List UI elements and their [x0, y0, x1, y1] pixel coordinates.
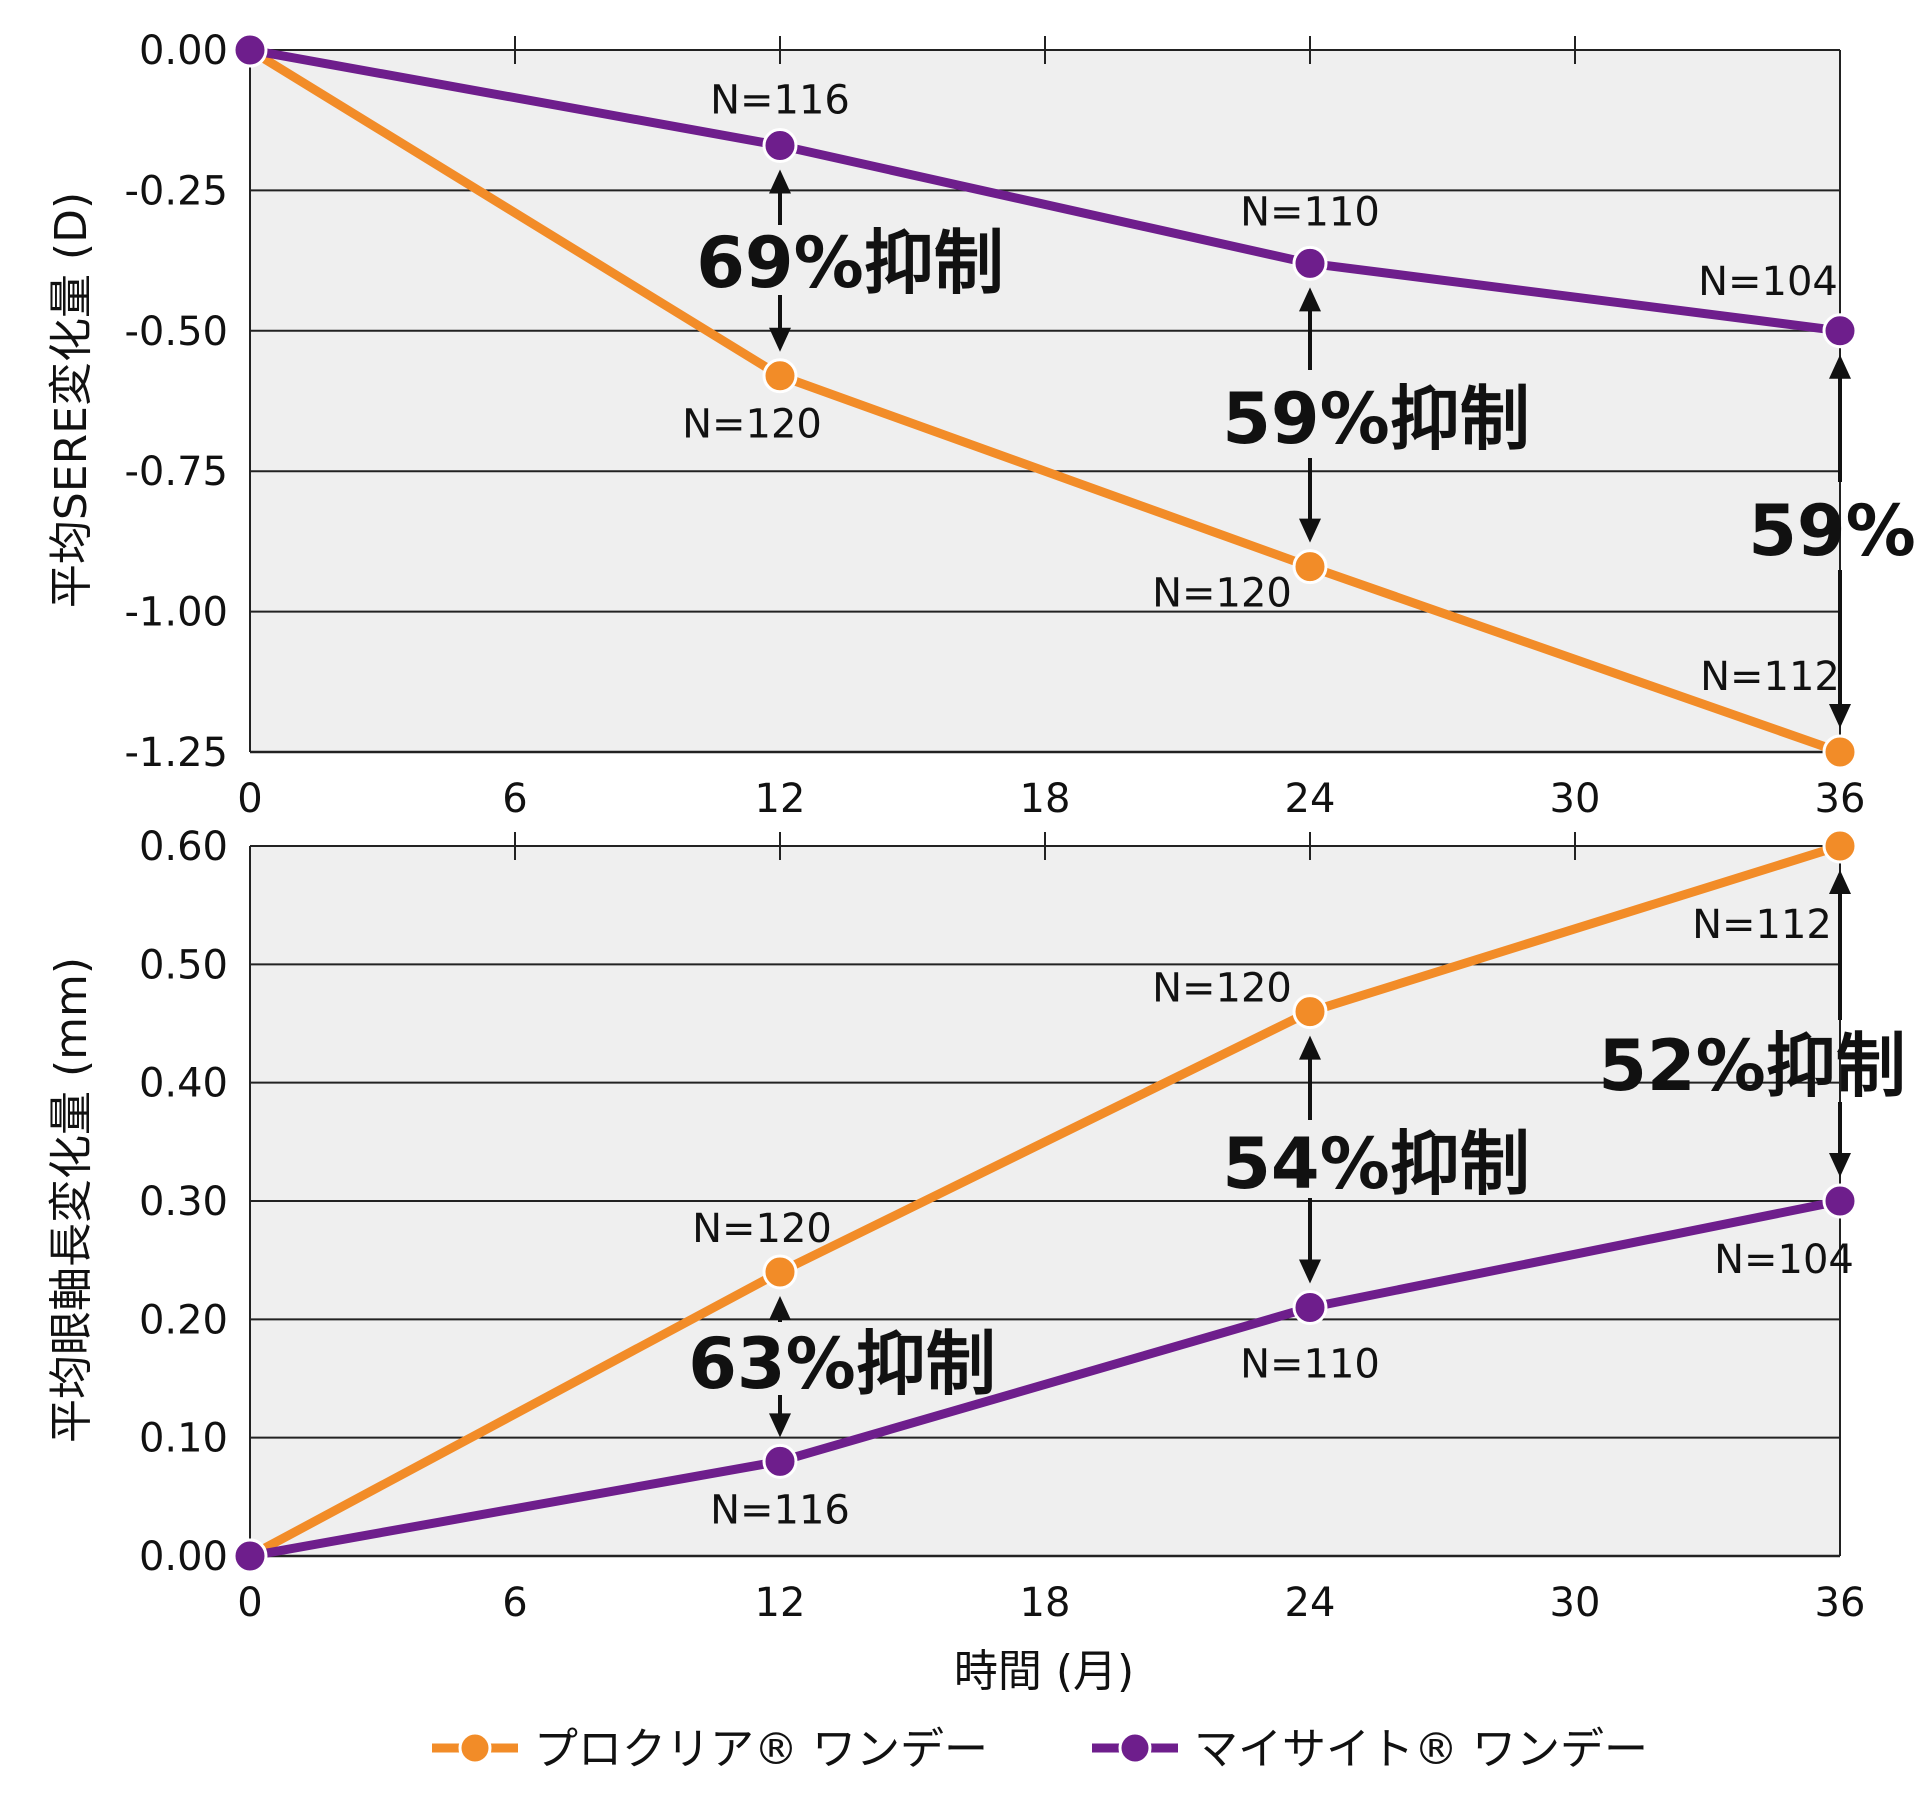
- legend-swatch-procriar-marker: [458, 1731, 492, 1765]
- sere-y-tick-label: -0.50: [125, 309, 229, 355]
- sere-y-axis-title: 平均SERE変化量 (D): [46, 192, 97, 608]
- sere-point-procriar: [762, 358, 798, 394]
- arrow-head-down: [1299, 518, 1321, 543]
- sere-reduction-annotation: 59%抑制: [1222, 287, 1530, 543]
- axial-n-label-misight: N=110: [1240, 1342, 1380, 1388]
- axial-point-procriar: [762, 1254, 798, 1290]
- arrow-head-down: [1829, 704, 1851, 728]
- sere-point-procriar: [1822, 734, 1858, 770]
- axial-point-misight: [1292, 1290, 1328, 1325]
- axial-series-line-misight: [245, 1196, 1845, 1561]
- arrow-head-up: [769, 1296, 791, 1320]
- axial-y-tick-label: 0.00: [139, 1534, 228, 1580]
- axial-x-tick-label: 30: [1550, 1580, 1601, 1626]
- axial-x-tick-label: 18: [1020, 1580, 1071, 1626]
- axial-point-misight: [1822, 1183, 1858, 1219]
- arrow-head-up: [769, 169, 791, 194]
- sere-change-chart: 0.00 -0.25 -0.50 -0.75 -1.00 -1.250 6 12 18 24 30 3…: [46, 28, 1916, 822]
- sere-point-misight: [762, 127, 798, 163]
- reduction-label: 52%抑制: [1598, 1025, 1906, 1107]
- axial-n-label-procriar: N=112: [1692, 902, 1832, 948]
- axial-y-tick-label: 0.20: [139, 1297, 228, 1343]
- axial-n-label-procriar: N=120: [692, 1206, 832, 1252]
- axial-point-misight: [762, 1443, 798, 1479]
- arrow-head-down: [1829, 1153, 1851, 1177]
- reduction-label: 63%抑制: [688, 1323, 996, 1405]
- axial-y-tick-label: 0.40: [139, 1061, 228, 1107]
- axial-series-line-procriar: [245, 841, 1845, 1561]
- axial-n-label-procriar: N=120: [1152, 966, 1292, 1012]
- sere-n-label-misight: N=104: [1698, 259, 1838, 305]
- sere-y-tick-label: -1.00: [125, 590, 229, 636]
- axial-reduction-annotation: 52%抑制: [1598, 870, 1906, 1177]
- axial-x-tick-label: 6: [502, 1580, 527, 1626]
- axial-y-tick-label: 0.60: [139, 824, 228, 870]
- sere-x-tick-label: 6: [502, 776, 527, 822]
- axial-point-procriar: [1292, 994, 1328, 1030]
- arrow-head-down: [769, 1413, 791, 1438]
- axial-reduction-annotation: 54%抑制: [1222, 1035, 1530, 1284]
- axial-n-label-misight: N=104: [1714, 1237, 1854, 1283]
- reduction-label: 59%抑制: [1222, 378, 1530, 460]
- axial-x-tick-label: 12: [755, 1580, 806, 1626]
- sere-y-tick-label: -0.75: [125, 449, 229, 495]
- axial-x-axis-title: 時間 (月): [954, 1646, 1134, 1697]
- axial-y-tick-label: 0.10: [139, 1416, 228, 1462]
- arrow-head-up: [1299, 1035, 1321, 1060]
- arrow-head-up: [1829, 870, 1851, 894]
- legend-swatch-misight-marker: [1118, 1731, 1152, 1765]
- legend-label-procriar: プロクリア® ワンデー: [534, 1724, 988, 1775]
- axial-n-label-misight: N=116: [710, 1487, 850, 1533]
- arrow-head-down: [1299, 1259, 1321, 1284]
- sere-n-label-misight: N=116: [710, 77, 850, 123]
- sere-x-tick-label: 36: [1815, 776, 1866, 822]
- sere-series-line-misight: [245, 45, 1845, 336]
- axial-y-tick-label: 0.50: [139, 942, 228, 988]
- axial-y-tick-label: 0.30: [139, 1179, 228, 1225]
- axial-length-change-chart: 0.60 0.50 0.40 0.30 0.20 0.10 0.000 6 12 18 24 30 36…: [46, 824, 1906, 1697]
- reduction-label: 59%: [1748, 490, 1916, 572]
- axial-x-tick-label: 24: [1285, 1580, 1336, 1626]
- sere-y-tick-label: 0.00: [139, 28, 228, 74]
- sere-x-tick-label: 0: [237, 776, 262, 822]
- sere-n-label-procriar: N=120: [682, 402, 822, 448]
- sere-series-line-procriar: [245, 45, 1845, 757]
- sere-x-tick-label: 24: [1285, 776, 1336, 822]
- sere-reduction-annotation: 69%抑制: [696, 169, 1004, 352]
- axial-point-procriar: [1822, 828, 1858, 864]
- arrow-head-up: [1299, 287, 1321, 312]
- axial-x-tick-label: 0: [237, 1580, 262, 1626]
- legend-label-misight: マイサイト® ワンデー: [1194, 1724, 1648, 1775]
- reduction-label: 69%抑制: [696, 222, 1004, 304]
- axial-point-misight: [232, 1538, 268, 1574]
- sere-point-procriar: [1292, 549, 1328, 585]
- chart-legend: プロクリア® ワンデー マイサイト® ワンデー: [432, 1724, 1648, 1775]
- sere-n-label-procriar: N=120: [1152, 571, 1292, 617]
- sere-n-label-misight: N=110: [1240, 189, 1380, 235]
- sere-x-tick-label: 18: [1020, 776, 1071, 822]
- sere-point-misight: [1822, 313, 1858, 349]
- axial-reduction-annotation: 63%抑制: [688, 1296, 996, 1438]
- sere-x-tick-label: 12: [755, 776, 806, 822]
- sere-x-tick-label: 30: [1550, 776, 1601, 822]
- arrow-head-down: [769, 327, 791, 352]
- axial-x-tick-label: 36: [1815, 1580, 1866, 1626]
- sere-point-misight: [232, 32, 268, 68]
- sere-n-label-procriar: N=112: [1700, 654, 1840, 700]
- axial-y-axis-title: 平均眼軸長変化量 (mm): [46, 957, 97, 1443]
- reduction-label: 54%抑制: [1222, 1123, 1530, 1205]
- sere-y-tick-label: -0.25: [125, 168, 229, 214]
- arrow-head-up: [1829, 354, 1851, 379]
- sere-point-misight: [1292, 245, 1328, 281]
- sere-plot-area: [250, 50, 1840, 752]
- sere-reduction-annotation: 59%: [1748, 354, 1916, 728]
- sere-y-tick-label: -1.25: [125, 730, 229, 776]
